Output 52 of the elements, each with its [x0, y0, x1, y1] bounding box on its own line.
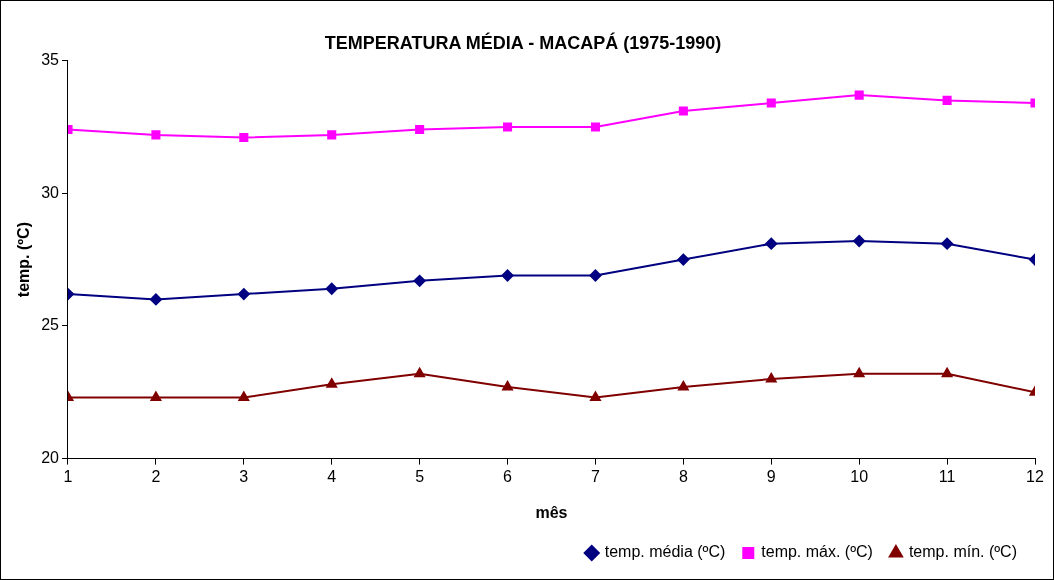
point — [678, 380, 689, 391]
x-tick-label: 4 — [327, 467, 337, 485]
x-tick-label: 9 — [766, 467, 776, 485]
legend-label: temp. média (ºC) — [604, 543, 726, 561]
point — [853, 235, 866, 248]
y-tick-label: 30 — [41, 183, 60, 201]
x-tick-label: 8 — [678, 467, 688, 485]
point — [677, 253, 690, 266]
y-tick-label: 20 — [41, 449, 60, 467]
x-tick-label: 1 — [63, 467, 73, 485]
legend-label: temp. mín. (ºC) — [908, 543, 1017, 561]
point — [501, 269, 514, 282]
point — [326, 378, 338, 388]
point — [150, 391, 162, 402]
y-tick-label: 35 — [41, 51, 60, 69]
x-tick-label: 5 — [415, 467, 425, 485]
x-tick-label: 6 — [503, 467, 513, 485]
x-tick-label: 7 — [591, 467, 600, 485]
point — [942, 95, 952, 105]
point — [590, 122, 600, 132]
x-tick-label: 10 — [850, 467, 869, 485]
x-tick-label: 3 — [239, 467, 249, 485]
point — [413, 274, 426, 287]
point — [237, 288, 250, 301]
point — [941, 237, 954, 250]
point — [503, 122, 513, 132]
x-axis-title: mês — [535, 503, 568, 521]
point — [589, 269, 602, 282]
point — [765, 237, 778, 250]
point — [854, 90, 864, 100]
x-tick-label: 11 — [938, 467, 956, 485]
point — [766, 98, 776, 108]
point — [327, 130, 337, 140]
point — [853, 367, 865, 378]
point — [941, 367, 953, 378]
point — [149, 293, 162, 306]
point — [151, 130, 161, 140]
point — [765, 373, 777, 383]
legend-label: temp. máx. (ºC) — [761, 543, 873, 561]
point — [415, 125, 425, 135]
x-tick-label: 12 — [1026, 467, 1044, 485]
y-axis-title: temp. (ºC) — [15, 222, 33, 298]
y-tick-label: 25 — [41, 316, 60, 334]
point — [325, 282, 338, 295]
point — [238, 391, 250, 402]
point — [502, 380, 513, 391]
x-tick-label: 2 — [151, 467, 161, 485]
point — [414, 367, 425, 378]
point — [678, 106, 688, 116]
chart-title: TEMPERATURA MÉDIA - MACAPÁ (1975-1990) — [324, 31, 722, 53]
point — [590, 391, 601, 402]
point — [239, 133, 249, 143]
